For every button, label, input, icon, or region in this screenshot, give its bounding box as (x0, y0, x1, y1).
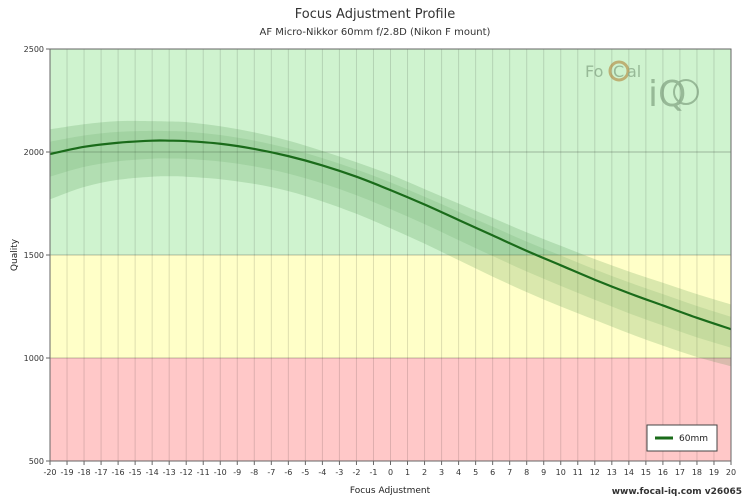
x-tick-label-0: -20 (43, 468, 56, 477)
watermark-lens-icon (673, 79, 699, 105)
series-line-60mm (49, 139, 732, 331)
x-tick-label-5: -15 (129, 468, 142, 477)
y-tick-label-3: 2000 (24, 148, 44, 157)
x-tick-label-25: 5 (473, 468, 478, 477)
x-tick-label-38: 18 (692, 468, 702, 477)
x-tick-label-27: 7 (507, 468, 512, 477)
watermark-al: al (627, 62, 641, 81)
x-tick-label-2: -18 (78, 468, 91, 477)
footer-credit: www.focal-iq.com v26065 (611, 487, 742, 497)
legend: 60mm (646, 424, 718, 452)
grid-lines (49, 48, 732, 462)
x-tick-label-36: 16 (658, 468, 668, 477)
x-tick-label-20: 0 (388, 468, 393, 477)
x-tick-label-28: 8 (524, 468, 529, 477)
x-tick-label-22: 2 (422, 468, 427, 477)
quality-band-0 (50, 358, 731, 461)
x-axis-label: Focus Adjustment (350, 486, 431, 496)
x-tick-label-4: -16 (112, 468, 125, 477)
x-tick-label-26: 6 (490, 468, 495, 477)
x-tick-label-16: -4 (318, 468, 326, 477)
quality-bands (50, 49, 731, 461)
y-axis-label: Quality (10, 238, 20, 271)
focal-iq-watermark: Fo C al iQ (585, 60, 699, 115)
series-lines (49, 139, 732, 331)
watermark-c: C (613, 62, 624, 81)
confidence-band (50, 120, 731, 367)
chart-subtitle: AF Micro-Nikkor 60mm f/2.8D (Nikon F mou… (259, 27, 491, 38)
x-tick-label-24: 4 (456, 468, 461, 477)
watermark-iq: iQ (648, 74, 686, 115)
x-tick-label-31: 11 (573, 468, 583, 477)
legend-label-60mm: 60mm (679, 434, 708, 444)
quality-band-2 (50, 49, 731, 255)
x-tick-label-21: 1 (405, 468, 410, 477)
x-tick-label-32: 12 (590, 468, 600, 477)
axes: -20 -19 -18 -17 -16 -15 -14 -13 -12 -11 -10 -9 -8 -7-… (24, 45, 736, 477)
x-tick-label-15: -5 (301, 468, 309, 477)
x-tick-label-11: -9 (233, 468, 241, 477)
x-tick-label-37: 17 (675, 468, 685, 477)
x-tick-label-30: 10 (556, 468, 566, 477)
x-tick-label-13: -7 (267, 468, 275, 477)
confidence-band-0 (50, 120, 731, 367)
chart-title: Focus Adjustment Profile (294, 7, 456, 22)
quality-band-1 (50, 255, 731, 358)
x-tick-label-35: 15 (641, 468, 651, 477)
x-tick-label-40: 20 (726, 468, 736, 477)
x-tick-label-33: 13 (607, 468, 617, 477)
x-tick-label-19: -1 (369, 468, 377, 477)
x-tick-label-8: -12 (180, 468, 193, 477)
x-tick-label-29: 9 (541, 468, 546, 477)
y-tick-label-0: 500 (29, 457, 44, 466)
x-tick-label-17: -3 (335, 468, 343, 477)
x-tick-label-18: -2 (352, 468, 360, 477)
x-tick-label-12: -8 (250, 468, 258, 477)
x-tick-label-14: -6 (284, 468, 292, 477)
x-tick-label-10: -10 (214, 468, 227, 477)
x-tick-label-23: 3 (439, 468, 444, 477)
x-tick-label-1: -19 (60, 468, 73, 477)
y-tick-label-1: 1000 (24, 354, 44, 363)
y-tick-label-2: 1500 (24, 251, 44, 260)
watermark-fo: Fo (585, 62, 603, 81)
x-tick-label-3: -17 (95, 468, 108, 477)
inner-confidence-band-0 (50, 130, 731, 348)
x-tick-label-34: 14 (624, 468, 634, 477)
x-tick-label-39: 19 (709, 468, 719, 477)
y-tick-label-4: 2500 (24, 45, 44, 54)
x-tick-label-9: -11 (197, 468, 210, 477)
watermark-c-ring (608, 60, 630, 82)
x-tick-label-7: -13 (163, 468, 176, 477)
x-tick-label-6: -14 (146, 468, 159, 477)
